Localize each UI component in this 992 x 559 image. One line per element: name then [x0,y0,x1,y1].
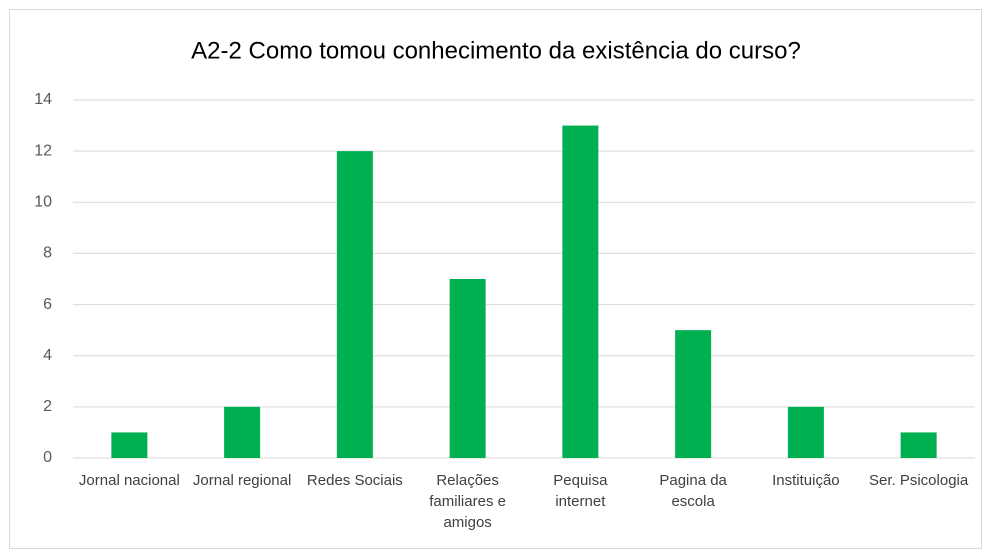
bar [336,151,373,458]
chart-title: A2-2 Como tomou conhecimento da existênc… [191,37,801,64]
y-tick-label: 12 [34,142,52,159]
y-tick-label: 8 [43,245,52,262]
x-tick-label: Pagina da escola [659,472,727,510]
x-tick-label: Jornal nacional [78,472,180,489]
x-tick-label: Redes Sociais [306,472,403,489]
x-tick-label: Jornal regional [192,472,292,489]
bar [900,432,937,458]
y-tick-label: 14 [34,91,52,108]
x-tick-label: Instituição [772,472,840,489]
chart-border [9,9,982,549]
y-tick-label: 2 [43,398,52,415]
bar [111,432,148,458]
bar [787,406,824,458]
y-tick-label: 10 [34,194,52,211]
x-tick-label: Pequisa internet [553,472,608,510]
x-tick-label: Ser. Psicologia [869,472,969,489]
y-tick-label: 4 [43,347,52,364]
bar [675,330,712,458]
y-tick-label: 6 [43,296,52,313]
bar [562,125,599,459]
x-tick-label: Relações familiares e amigos [429,472,506,531]
bar [224,406,261,458]
y-tick-label: 0 [43,449,52,466]
bar [449,279,486,458]
